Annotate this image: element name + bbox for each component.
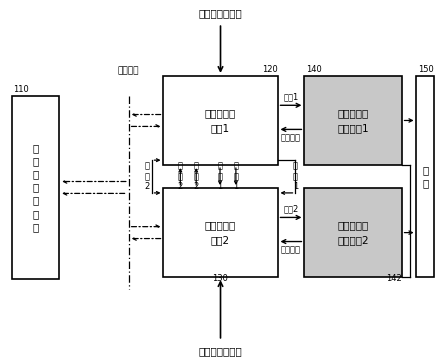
Text: 输出2: 输出2 [284, 204, 299, 213]
Text: 模
式
1: 模 式 1 [218, 162, 223, 191]
Text: 驾驶舱操作信号: 驾驶舱操作信号 [198, 8, 242, 18]
Text: 作动器伺服
控制系统2: 作动器伺服 控制系统2 [337, 220, 369, 245]
Text: 飞
行
控
制
计
算
机: 飞 行 控 制 计 算 机 [32, 143, 39, 232]
Text: 150: 150 [419, 65, 434, 74]
Text: 数字总线: 数字总线 [118, 66, 140, 76]
Text: 状
态
1: 状 态 1 [233, 162, 238, 191]
Text: 舵
面: 舵 面 [422, 165, 428, 188]
Bar [304, 76, 402, 165]
Text: 指
令
1: 指 令 1 [293, 162, 298, 191]
Bar [12, 96, 59, 279]
Text: 作动器控制
电子1: 作动器控制 电子1 [205, 108, 236, 133]
Bar [163, 188, 278, 277]
Text: 驾驶舱操作信号: 驾驶舱操作信号 [198, 346, 242, 356]
Text: 110: 110 [12, 85, 28, 94]
Bar [416, 76, 434, 277]
Text: 模
式
2: 模 式 2 [178, 162, 183, 191]
Text: 作动器控制
电子2: 作动器控制 电子2 [205, 220, 236, 245]
Text: 120: 120 [262, 65, 278, 74]
Text: 状
态
2: 状 态 2 [194, 162, 199, 191]
Text: 142: 142 [386, 274, 402, 283]
Text: 140: 140 [307, 65, 322, 74]
Text: 输出1: 输出1 [284, 92, 299, 101]
Bar [163, 76, 278, 165]
Text: 作动器伺服
控制系统1: 作动器伺服 控制系统1 [337, 108, 369, 133]
Text: 指
令
2: 指 令 2 [144, 162, 150, 191]
Text: 系统参数: 系统参数 [281, 245, 301, 254]
Text: 系统参数: 系统参数 [281, 133, 301, 142]
Bar [304, 188, 402, 277]
Text: 130: 130 [213, 274, 229, 283]
